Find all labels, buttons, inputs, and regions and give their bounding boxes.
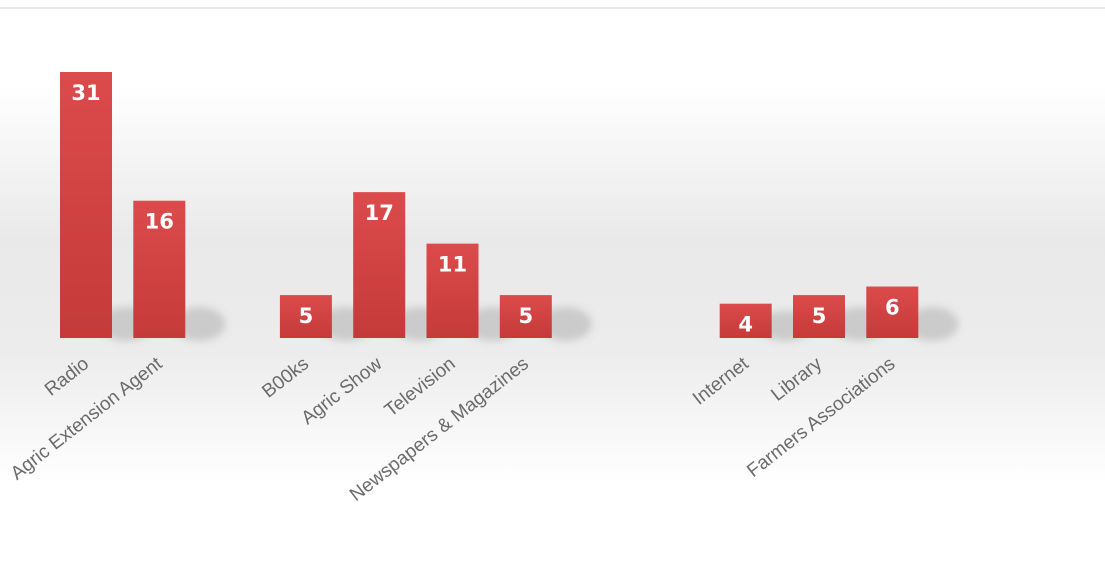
bar-shadow-newspapers-and-magazines — [539, 307, 592, 341]
data-label-farmers-associations: 6 — [885, 296, 900, 320]
data-label-agric-show: 17 — [365, 201, 394, 225]
data-label-b00ks: 5 — [299, 304, 314, 328]
bar-newspapers-and-magazines — [499, 295, 552, 338]
bar-agric-show — [353, 192, 406, 338]
data-label-television: 11 — [438, 253, 467, 277]
bars — [60, 72, 919, 338]
bar-b00ks — [279, 295, 332, 338]
bar-shadow-agric-extension-agent — [173, 307, 226, 341]
data-label-internet: 4 — [738, 313, 753, 337]
data-label-radio: 31 — [71, 81, 100, 105]
data-label-agric-extension-agent: 16 — [145, 210, 174, 234]
bar-radio — [60, 72, 112, 338]
bar-internet — [719, 303, 772, 338]
bar-agric-extension-agent — [133, 200, 186, 338]
data-label-library: 5 — [812, 304, 827, 328]
data-label-newspapers-and-magazines: 5 — [518, 304, 533, 328]
bar-farmers-associations — [866, 286, 919, 338]
bar-library — [793, 295, 845, 338]
bar-shadow-farmers-associations — [906, 307, 959, 341]
data-labels: 31 16 5 17 11 5 4 5 6 — [71, 81, 899, 337]
bar-television — [426, 243, 479, 338]
